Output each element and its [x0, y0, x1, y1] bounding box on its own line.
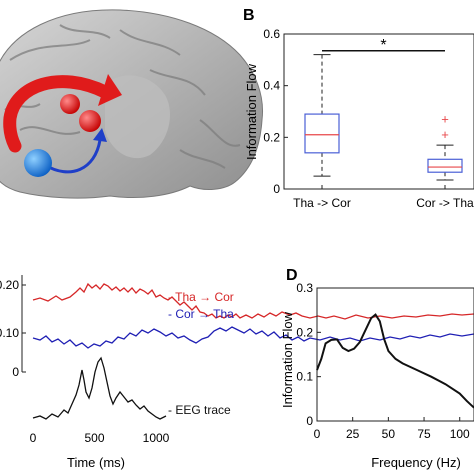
panel-d-xtick-label: 100 — [450, 427, 470, 441]
panel-d-xtick-label: 25 — [346, 427, 360, 441]
box-outlier: + — [441, 127, 449, 142]
panel-b-ytick-label: 0.4 — [263, 79, 280, 93]
panel-b-label: B — [243, 7, 255, 24]
panel-c-xtick-label: 0 — [30, 431, 37, 445]
box-outlier: + — [441, 111, 449, 126]
panel-c-xtick-label: 500 — [84, 431, 104, 445]
significance-star: * — [380, 37, 386, 54]
panel-d-ytick-label: 0.3 — [296, 281, 313, 295]
legend-entry: - Cor → Tha — [168, 307, 234, 321]
panel-d-axes-frame — [316, 287, 474, 422]
panel-b: B Information Flow 0 0.2 0.4 0.6 ++ * Tha ->… — [243, 7, 474, 210]
panel-b-ylabel: Information Flow — [244, 63, 259, 160]
panel-d-xtick-label: 75 — [417, 427, 431, 441]
box-iqr — [304, 113, 340, 154]
trace-cor-to-tha — [32, 326, 474, 349]
panel-c-ytick-label: 0.20 — [0, 278, 19, 292]
panel-b-xtick-label: Cor -> Tha — [416, 196, 474, 210]
trace-tha-to-cor — [32, 282, 474, 320]
panel-b-axes-frame — [283, 33, 474, 190]
legend-entry: - Tha → Cor — [168, 290, 234, 304]
panel-c-xlabel: Time (ms) — [67, 455, 125, 470]
panel-c-ytick-label: 0 — [12, 365, 19, 379]
panel-c-xtick-label: 1000 — [143, 431, 170, 445]
panel-d-ylabel: Information Flow — [280, 311, 295, 408]
brain-illustration — [0, 9, 264, 199]
cortex-node — [24, 149, 52, 177]
panel-d-xtick-label: 0 — [314, 427, 321, 441]
trace-eeg — [32, 356, 167, 420]
thalamus-node-1 — [60, 94, 80, 114]
panel-b-ytick-label: 0.6 — [263, 27, 280, 41]
panel-d-xtick-label: 50 — [382, 427, 396, 441]
panel-d-ytick-label: 0.2 — [296, 325, 313, 339]
panel-d: D Information Flow 0 0.1 0.2 0.3 0 25 50 75 100… — [280, 267, 474, 470]
thalamus-node-2 — [79, 110, 101, 132]
spectrum-line — [316, 313, 474, 409]
panel-d-label: D — [286, 267, 298, 284]
panel-c-ytick-label: 0.10 — [0, 326, 19, 340]
panel-b-ytick-label: 0 — [273, 182, 280, 196]
panel-d-ytick-label: 0.1 — [296, 370, 313, 384]
box-iqr — [427, 158, 463, 173]
legend-entry: - EEG trace — [168, 403, 231, 417]
panel-d-xlabel: Frequency (Hz) — [371, 455, 461, 470]
panel-d-ytick-label: 0 — [306, 414, 313, 428]
panel-b-ytick-label: 0.2 — [263, 130, 280, 144]
panel-b-xtick-label: Tha -> Cor — [293, 196, 351, 210]
